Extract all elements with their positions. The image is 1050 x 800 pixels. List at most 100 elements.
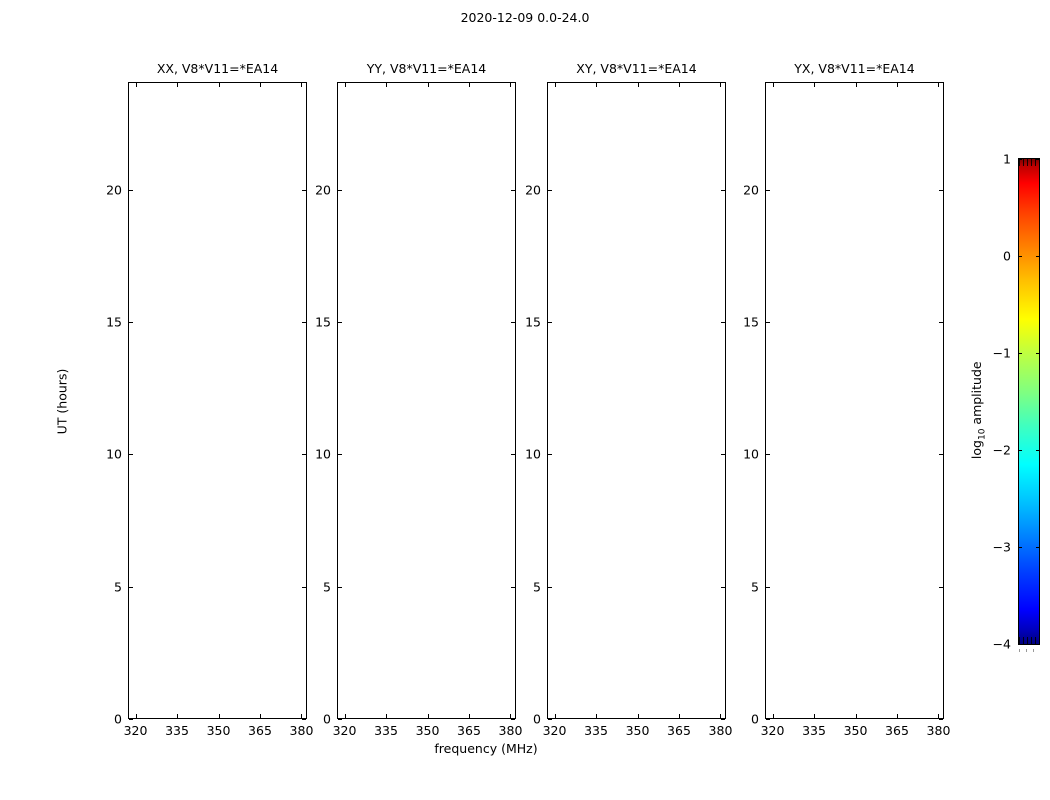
x-tick-label: 335 (802, 723, 826, 738)
panel-title-xx: XX, V8*V11=*EA14 (156, 61, 279, 76)
x-tick (637, 83, 639, 87)
y-tick (302, 454, 306, 456)
y-tick-label: 20 (525, 182, 541, 198)
x-tick-label: 380 (708, 723, 733, 738)
y-tick (129, 586, 133, 588)
colorbar-tick (1036, 450, 1040, 451)
y-tick-label: 0 (533, 711, 541, 727)
x-tick (468, 714, 470, 718)
x-tick (814, 83, 816, 87)
colorbar-tick (1036, 256, 1040, 257)
y-tick (511, 454, 515, 456)
x-tick (814, 714, 816, 718)
y-tick (548, 454, 552, 456)
y-tick (721, 189, 725, 191)
x-tick-label: 350 (625, 723, 650, 738)
colorbar-tick-label: 1 (1003, 151, 1011, 167)
y-tick-label: 15 (743, 314, 759, 330)
y-tick (721, 322, 725, 324)
colorbar-tick (1036, 547, 1040, 548)
x-tick-label: 380 (926, 723, 951, 738)
colorbar-tick (1018, 159, 1022, 160)
x-tick (637, 714, 639, 718)
x-tick (427, 83, 429, 87)
x-tick-label: 335 (374, 723, 398, 738)
colorbar-overflow-hatch (1019, 159, 1039, 166)
y-tick-label: 0 (751, 711, 759, 727)
x-tick-label: 380 (289, 723, 314, 738)
x-tick (596, 83, 598, 87)
x-tick (344, 714, 346, 718)
x-tick-label: 365 (667, 723, 691, 738)
y-tick (766, 322, 770, 324)
x-tick-label: 350 (206, 723, 231, 738)
y-tick (302, 719, 306, 720)
colorbar-underflow-hatch (1019, 637, 1039, 644)
y-tick (129, 189, 133, 191)
x-tick-label: 365 (457, 723, 481, 738)
plot-panel-yy[interactable]: YY, V8*V11=*EA14 320 335 350 365 380 0 5 10 15 20 (315, 61, 522, 738)
plot-panel-xx[interactable]: XX, V8*V11=*EA14 320 335 350 365 380 0 5 10 15 20 (106, 61, 313, 738)
y-tick (766, 454, 770, 456)
panel-title-xy: XY, V8*V11=*EA14 (576, 61, 697, 76)
y-tick-label: 5 (114, 579, 122, 595)
y-tick (511, 719, 515, 720)
colorbar-label-text: log10 amplitude (968, 361, 988, 460)
x-tick-label: 350 (843, 723, 868, 738)
panel-title-yx: YX, V8*V11=*EA14 (794, 61, 915, 76)
y-tick-label: 10 (315, 446, 331, 462)
x-tick (678, 714, 680, 718)
y-tick (548, 719, 552, 720)
y-tick (338, 719, 342, 720)
x-tick (554, 83, 556, 87)
y-tick-label: 20 (743, 182, 759, 198)
colorbar-tick-label: −4 (992, 636, 1011, 652)
colorbar[interactable]: 1 0 −1 −2 −3 −4 (993, 152, 1040, 652)
x-tick (177, 83, 179, 87)
x-tick-label: 320 (332, 723, 357, 738)
x-tick (938, 83, 940, 87)
y-tick-label: 20 (315, 182, 331, 198)
colorbar-tick (1036, 159, 1040, 160)
y-tick (766, 719, 770, 720)
y-tick-label: 10 (106, 446, 122, 462)
x-tick (510, 714, 512, 718)
x-tick (218, 714, 220, 718)
colorbar-tick (1018, 547, 1022, 548)
x-tick (896, 714, 898, 718)
colorbar-tick (1018, 353, 1022, 354)
x-tick (468, 83, 470, 87)
x-tick (386, 714, 388, 718)
y-tick (338, 189, 342, 191)
y-tick-label: 5 (533, 579, 541, 595)
y-tick (939, 189, 943, 191)
x-tick (896, 83, 898, 87)
x-tick (772, 83, 774, 87)
x-tick (135, 83, 137, 87)
y-tick (302, 586, 306, 588)
y-tick-label: 20 (106, 182, 122, 198)
colorbar-tick-label: −3 (992, 539, 1011, 555)
y-tick-label: 15 (106, 314, 122, 330)
y-tick (721, 454, 725, 456)
colorbar-tick (1018, 644, 1022, 645)
y-tick-label: 5 (323, 579, 331, 595)
y-tick (939, 719, 943, 720)
y-tick-label: 10 (525, 446, 541, 462)
panel-title-yy: YY, V8*V11=*EA14 (366, 61, 487, 76)
plot-panel-yx[interactable]: YX, V8*V11=*EA14 320 335 350 365 380 0 5 10 15 20 (743, 61, 950, 738)
y-tick (338, 322, 342, 324)
x-tick (386, 83, 388, 87)
y-tick (129, 719, 133, 720)
x-tick (177, 714, 179, 718)
x-tick-label: 335 (165, 723, 189, 738)
x-tick (259, 714, 261, 718)
x-tick-label: 350 (415, 723, 440, 738)
colorbar-tick-label: 0 (1003, 248, 1011, 264)
y-axis-label: UT (hours) (54, 368, 70, 435)
y-tick (548, 586, 552, 588)
y-tick (766, 189, 770, 191)
y-tick-label: 0 (114, 711, 122, 727)
plot-panel-xy[interactable]: XY, V8*V11=*EA14 320 335 350 365 380 0 5 10 15 20 (525, 61, 732, 738)
x-tick (855, 714, 857, 718)
